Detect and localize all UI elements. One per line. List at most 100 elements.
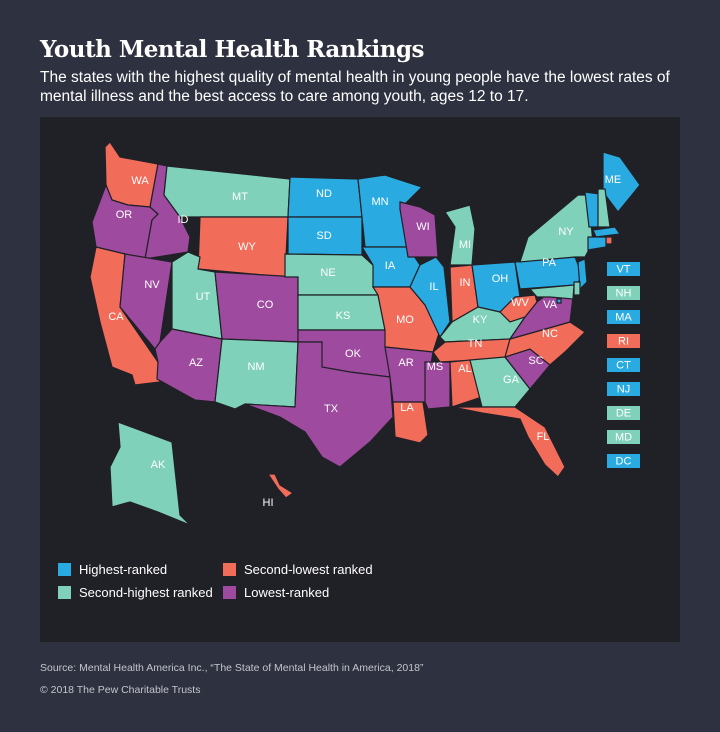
- legend-swatch-second-highest: [58, 586, 71, 599]
- state-label-az: AZ: [189, 357, 203, 369]
- page-title: Youth Mental Health Rankings: [40, 36, 424, 63]
- legend-swatch-second-lowest: [223, 563, 236, 576]
- small-state-box-md: [607, 430, 640, 444]
- state-label-wy: WY: [238, 241, 256, 253]
- small-state-label-ct: CT: [616, 359, 631, 371]
- state-ri: [605, 236, 613, 245]
- state-label-or: OR: [116, 209, 133, 221]
- state-ma: [592, 226, 622, 238]
- state-label-ny: NY: [558, 226, 574, 238]
- legend-highest: Highest-ranked: [58, 562, 167, 577]
- small-state-box-ri: [607, 334, 640, 348]
- state-label-tx: TX: [324, 403, 339, 415]
- state-ms: [424, 361, 451, 410]
- state-md: [528, 284, 575, 300]
- state-hi: [266, 473, 295, 499]
- state-wi: [399, 201, 439, 258]
- state-il: [409, 256, 451, 339]
- state-label-nm: NM: [247, 361, 264, 373]
- state-label-fl: FL: [537, 431, 550, 443]
- legend-label-lowest: Lowest-ranked: [244, 585, 330, 600]
- state-label-ga: GA: [503, 374, 520, 386]
- small-state-label-dc: DC: [616, 455, 632, 467]
- state-label-sd: SD: [316, 230, 331, 242]
- state-label-va: VA: [543, 299, 558, 311]
- state-label-ca: CA: [108, 311, 124, 323]
- small-state-box-nh: [607, 286, 640, 300]
- state-label-sc: SC: [528, 355, 543, 367]
- state-me: [602, 151, 641, 213]
- state-label-ok: OK: [345, 348, 362, 360]
- small-state-label-ma: MA: [615, 311, 632, 323]
- state-label-pa: PA: [542, 257, 557, 269]
- state-label-wv: WV: [511, 297, 529, 309]
- small-state-label-nh: NH: [616, 287, 632, 299]
- state-label-il: IL: [429, 281, 438, 293]
- state-de: [573, 281, 581, 296]
- state-fl: [451, 406, 566, 478]
- copyright-note: © 2018 The Pew Charitable Trusts: [40, 684, 201, 696]
- state-label-nc: NC: [542, 328, 558, 340]
- state-label-in: IN: [460, 277, 471, 289]
- state-ak: [109, 421, 191, 526]
- small-state-box-de: [607, 406, 640, 420]
- state-dc: [556, 298, 562, 304]
- state-label-wa: WA: [131, 175, 149, 187]
- state-label-ak: AK: [151, 459, 166, 471]
- state-label-ne: NE: [320, 267, 335, 279]
- us-map: WA OR CA ID NV MT WY UT CO AZ NM ND SD NE KS OK TX MN IA MO…: [89, 141, 641, 526]
- state-mt: [163, 165, 291, 218]
- state-label-mt: MT: [232, 191, 248, 203]
- small-state-box-dc: [607, 454, 640, 468]
- state-ct: [587, 236, 607, 251]
- state-label-ms: MS: [427, 361, 444, 373]
- legend-lowest: Lowest-ranked: [223, 585, 329, 600]
- small-state-box-nj: [607, 382, 640, 396]
- state-label-me: ME: [605, 174, 622, 186]
- source-note: Source: Mental Health America Inc., “The…: [40, 662, 424, 674]
- state-la: [392, 401, 429, 444]
- small-state-label-md: MD: [615, 431, 632, 443]
- state-ny: [519, 194, 594, 263]
- page-subtitle: The states with the highest quality of m…: [40, 69, 670, 105]
- legend-swatch-lowest: [223, 586, 236, 599]
- small-state-label-nj: NJ: [617, 383, 630, 395]
- small-state-label-de: DE: [616, 407, 631, 419]
- state-label-ar: AR: [398, 357, 413, 369]
- state-mi: [444, 204, 476, 266]
- small-state-box-ct: [607, 358, 640, 372]
- state-label-mi: MI: [459, 239, 471, 251]
- state-label-ia: IA: [385, 260, 396, 272]
- small-state-label-vt: VT: [616, 263, 630, 275]
- map-panel: WA OR CA ID NV MT WY UT CO AZ NM ND SD NE KS OK TX MN IA MO…: [40, 117, 680, 642]
- state-nm: [214, 338, 299, 410]
- legend-label-second-highest: Second-highest ranked: [79, 585, 213, 600]
- small-state-box-vt: [607, 262, 640, 276]
- state-label-la: LA: [400, 402, 414, 414]
- state-label-oh: OH: [492, 273, 509, 285]
- state-nh: [597, 188, 611, 228]
- legend-second-highest: Second-highest ranked: [58, 585, 213, 600]
- state-label-hi: HI: [263, 497, 274, 509]
- state-nc: [504, 321, 586, 366]
- state-label-nv: NV: [144, 279, 160, 291]
- legend-label-highest: Highest-ranked: [79, 562, 168, 577]
- state-tx: [244, 341, 394, 468]
- state-label-nd: ND: [316, 188, 332, 200]
- state-label-mn: MN: [371, 196, 388, 208]
- small-state-label-ri: RI: [618, 335, 629, 347]
- legend-label-second-lowest: Second-lowest ranked: [244, 562, 373, 577]
- state-label-tn: TN: [468, 338, 483, 350]
- state-wv: [499, 294, 538, 323]
- legend-swatch-highest: [58, 563, 71, 576]
- legend-second-lowest: Second-lowest ranked: [223, 562, 373, 577]
- state-label-al: AL: [458, 363, 471, 375]
- state-label-ut: UT: [196, 291, 211, 303]
- state-label-ky: KY: [473, 314, 488, 326]
- state-ga: [469, 356, 531, 408]
- state-label-mo: MO: [396, 314, 414, 326]
- state-label-wi: WI: [416, 221, 429, 233]
- state-label-co: CO: [257, 299, 274, 311]
- state-label-ks: KS: [336, 310, 351, 322]
- small-state-box-ma: [607, 310, 640, 324]
